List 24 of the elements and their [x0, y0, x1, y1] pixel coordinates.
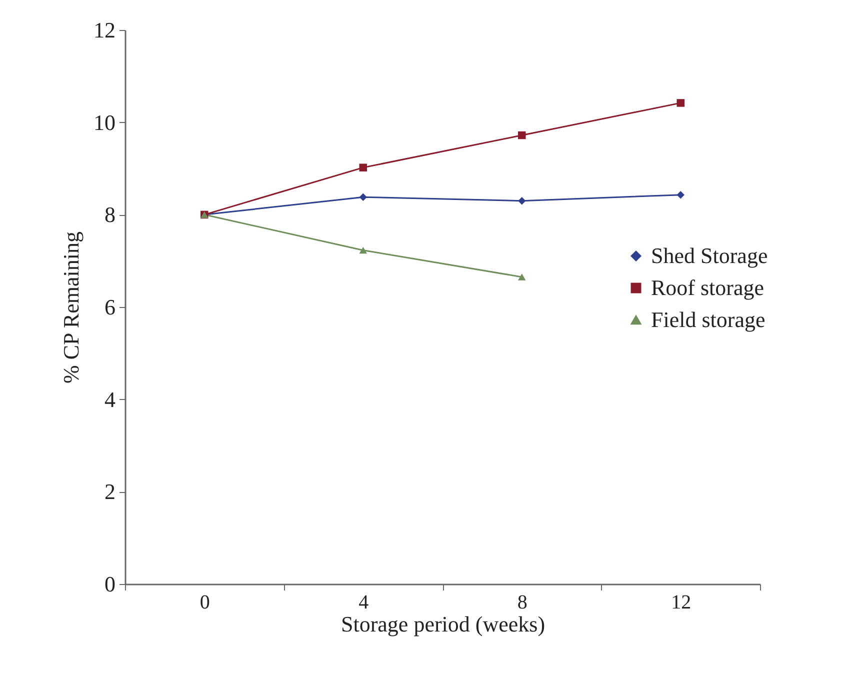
x-tick-label: 0 — [200, 592, 210, 614]
y-tick-label: 2 — [104, 479, 116, 504]
point — [359, 164, 367, 172]
point — [518, 274, 526, 280]
y-axis-title: % CP Remaining — [58, 232, 84, 384]
x-tick-label: 8 — [517, 592, 528, 614]
y-tick-label: 4 — [104, 386, 116, 412]
x-tick-label: 12 — [671, 592, 692, 614]
point — [359, 193, 367, 201]
point — [676, 190, 684, 199]
y-tick-label: 0 — [104, 572, 116, 596]
y-tick-label: 10 — [94, 110, 116, 135]
legend-label: Roof storage — [651, 275, 764, 300]
x-axis-title: Storage period (weeks) — [340, 612, 546, 636]
y-tick-label: 8 — [104, 202, 116, 228]
y-tick-label: 6 — [104, 294, 116, 320]
point — [676, 99, 684, 107]
x-tick-label: 4 — [358, 592, 369, 614]
point — [518, 131, 526, 140]
legend-label: Shed Storage — [651, 243, 768, 268]
legend-label: Field storage — [651, 307, 766, 332]
y-tick-label: 12 — [94, 18, 116, 42]
point — [518, 196, 526, 205]
point — [359, 246, 367, 254]
